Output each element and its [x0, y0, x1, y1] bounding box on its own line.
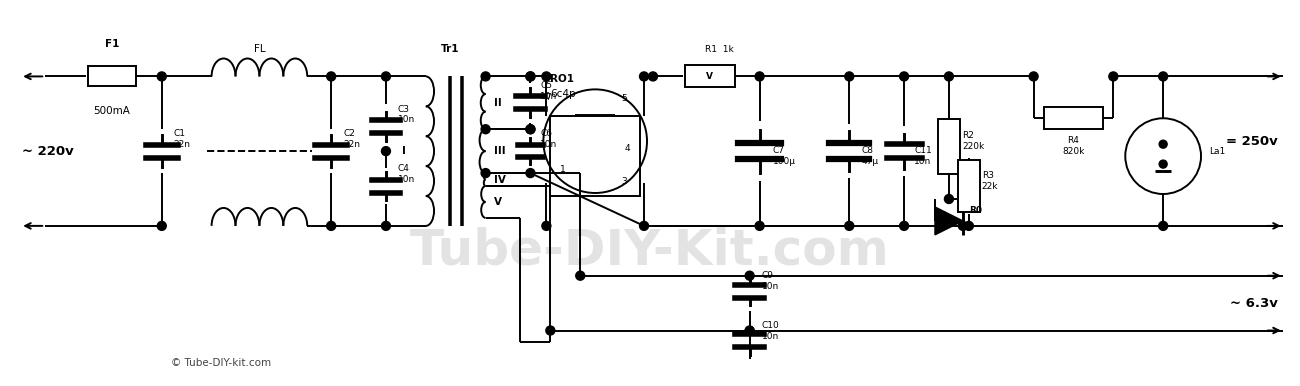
Text: FL: FL	[254, 44, 265, 54]
Text: 4: 4	[624, 144, 630, 154]
Circle shape	[1158, 72, 1167, 81]
Text: 6c4p: 6c4p	[550, 89, 576, 99]
Circle shape	[745, 271, 754, 280]
Text: 3: 3	[621, 177, 627, 186]
Circle shape	[526, 125, 534, 134]
Circle shape	[755, 222, 764, 230]
Bar	[550, 116, 640, 196]
Circle shape	[965, 222, 974, 230]
Text: R4
820k: R4 820k	[1062, 137, 1084, 156]
Text: 5: 5	[621, 94, 627, 103]
Circle shape	[640, 72, 649, 81]
Text: = 250v: = 250v	[1226, 135, 1278, 148]
Text: Tube-DIY-Kit.com: Tube-DIY-Kit.com	[410, 227, 890, 275]
Text: Tr1: Tr1	[441, 44, 459, 54]
Circle shape	[576, 271, 585, 280]
Text: C9
10n: C9 10n	[762, 271, 779, 291]
Text: V: V	[494, 197, 502, 207]
Circle shape	[481, 169, 490, 178]
Circle shape	[1160, 160, 1167, 168]
Circle shape	[381, 72, 390, 81]
Text: C6
10n: C6 10n	[541, 129, 558, 149]
Circle shape	[944, 72, 953, 81]
Text: F1: F1	[105, 39, 120, 49]
Text: II: II	[494, 98, 502, 108]
Circle shape	[481, 72, 490, 81]
Text: C10
10n: C10 10n	[762, 321, 779, 341]
Text: R2
220k: R2 220k	[962, 132, 984, 151]
Bar	[958, 160, 980, 212]
Text: © Tube-DIY-kit.com: © Tube-DIY-kit.com	[172, 358, 272, 368]
Text: C1
22n: C1 22n	[174, 129, 191, 149]
Circle shape	[1158, 222, 1167, 230]
Circle shape	[381, 147, 390, 156]
Circle shape	[1160, 140, 1167, 148]
Circle shape	[326, 72, 335, 81]
Circle shape	[944, 195, 953, 203]
Text: RO1: RO1	[550, 74, 575, 85]
Circle shape	[526, 125, 534, 134]
Circle shape	[845, 222, 854, 230]
Text: 1: 1	[560, 165, 566, 174]
Bar	[939, 119, 959, 174]
Circle shape	[755, 72, 764, 81]
Circle shape	[1109, 72, 1118, 81]
Bar	[1044, 107, 1104, 129]
Circle shape	[845, 72, 854, 81]
Circle shape	[640, 222, 649, 230]
Circle shape	[542, 222, 551, 230]
Circle shape	[649, 72, 658, 81]
Bar	[685, 66, 734, 87]
Circle shape	[526, 72, 534, 81]
Bar	[88, 66, 136, 86]
Text: R0: R0	[968, 207, 982, 215]
Text: C5
10n: C5 10n	[541, 81, 558, 101]
Circle shape	[1030, 72, 1039, 81]
Text: I: I	[402, 146, 406, 156]
Circle shape	[900, 222, 909, 230]
Circle shape	[745, 326, 754, 335]
Text: ~ 6.3v: ~ 6.3v	[1230, 296, 1278, 310]
Text: V: V	[706, 72, 714, 81]
Polygon shape	[935, 207, 963, 235]
Text: 500mA: 500mA	[94, 106, 130, 116]
Text: C2
22n: C2 22n	[343, 129, 360, 149]
Circle shape	[900, 72, 909, 81]
Circle shape	[157, 222, 166, 230]
Text: C11
10n: C11 10n	[914, 146, 932, 166]
Text: IV: IV	[494, 174, 506, 185]
Text: R3
22k: R3 22k	[982, 171, 998, 191]
Text: R1  1k: R1 1k	[705, 45, 733, 54]
Text: La1: La1	[1209, 147, 1225, 156]
Circle shape	[381, 222, 390, 230]
Circle shape	[745, 327, 754, 335]
Text: C8
47μ: C8 47μ	[861, 146, 879, 166]
Text: III: III	[494, 146, 506, 156]
Circle shape	[542, 72, 551, 81]
Circle shape	[526, 169, 534, 178]
Circle shape	[546, 326, 555, 335]
Text: C4
10n: C4 10n	[398, 164, 415, 184]
Circle shape	[326, 222, 335, 230]
Circle shape	[481, 125, 490, 134]
Circle shape	[526, 72, 534, 81]
Circle shape	[157, 72, 166, 81]
Circle shape	[958, 222, 967, 230]
Text: C3
10n: C3 10n	[398, 105, 415, 124]
Text: C7
100μ: C7 100μ	[772, 146, 796, 166]
Text: ~ 220v: ~ 220v	[22, 145, 74, 157]
Text: 7: 7	[546, 93, 551, 102]
